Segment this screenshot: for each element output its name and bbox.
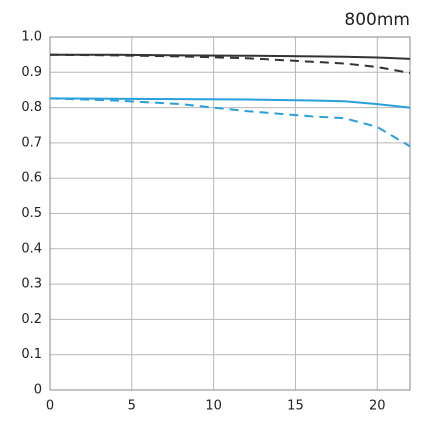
- y-tick-label: 0.8: [21, 100, 42, 115]
- y-tick-label: 0.6: [21, 171, 42, 186]
- x-tick-label: 15: [287, 399, 304, 414]
- y-tick-label: 0.9: [21, 65, 42, 80]
- y-tick-label: 0.5: [21, 206, 42, 221]
- y-tick-label: 1.0: [21, 30, 42, 45]
- series-line: [49, 97, 411, 109]
- series-line: [49, 53, 411, 74]
- x-tick-label: 10: [205, 399, 222, 414]
- plot-frame: [49, 36, 411, 391]
- x-tick-label: 20: [369, 399, 386, 414]
- x-tick-label: 5: [128, 399, 136, 414]
- y-tick-label: 0.2: [21, 312, 42, 327]
- chart-title: 800mm: [344, 10, 410, 30]
- y-tick-label: 0.3: [21, 277, 42, 292]
- y-tick-label: 0: [34, 383, 42, 398]
- y-tick-label: 0.7: [21, 135, 42, 150]
- y-tick-label: 0.4: [21, 241, 42, 256]
- x-tick-label: 0: [46, 399, 54, 414]
- y-tick-label: 0.1: [21, 347, 42, 362]
- series-line: [49, 97, 411, 148]
